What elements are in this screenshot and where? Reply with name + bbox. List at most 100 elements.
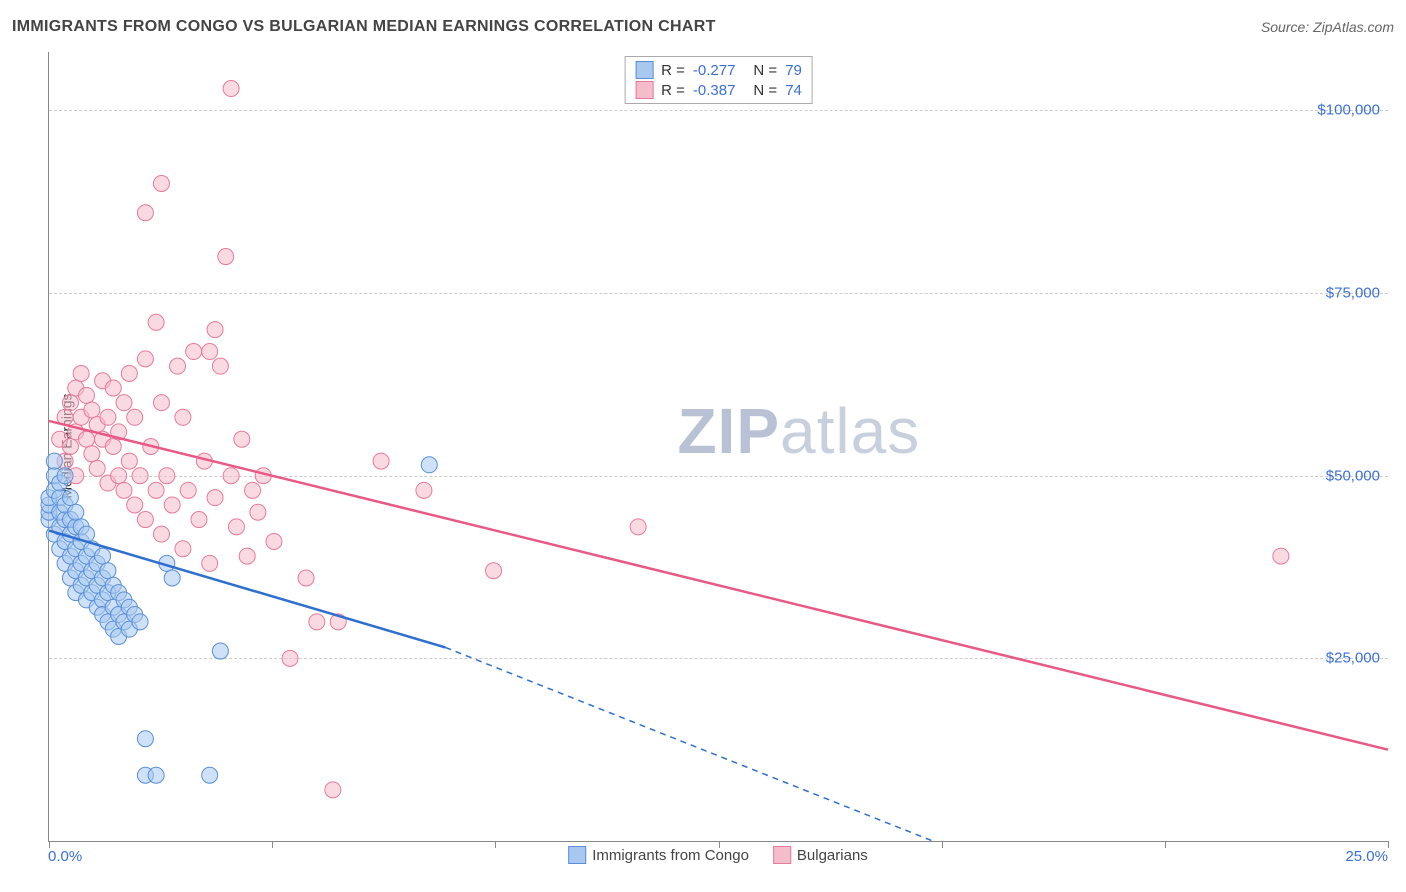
scatter-point: [153, 526, 169, 542]
r-label: R =: [661, 62, 685, 79]
scatter-point: [100, 409, 116, 425]
scatter-point: [84, 446, 100, 462]
scatter-point: [111, 468, 127, 484]
swatch-bulgarians-icon: [773, 846, 791, 864]
scatter-point: [137, 512, 153, 528]
scatter-point: [137, 351, 153, 367]
scatter-point: [132, 614, 148, 630]
scatter-point: [164, 570, 180, 586]
scatter-point: [46, 453, 62, 469]
legend-item-congo: Immigrants from Congo: [568, 846, 749, 864]
scatter-point: [89, 460, 105, 476]
scatter-point: [148, 314, 164, 330]
scatter-point: [207, 490, 223, 506]
trendline-congo-extrapolated: [445, 647, 932, 841]
x-tick: [1388, 841, 1389, 848]
scatter-point: [62, 490, 78, 506]
scatter-point: [164, 497, 180, 513]
x-axis-min-label: 0.0%: [48, 848, 82, 865]
scatter-point: [137, 731, 153, 747]
scatter-point: [223, 81, 239, 97]
r-value-bulgarians: -0.387: [693, 82, 736, 99]
scatter-point: [212, 358, 228, 374]
scatter-point: [175, 541, 191, 557]
scatter-point: [121, 453, 137, 469]
scatter-point: [121, 365, 137, 381]
scatter-point: [57, 468, 73, 484]
scatter-point: [100, 563, 116, 579]
x-tick: [942, 841, 943, 848]
x-axis-max-label: 25.0%: [1345, 848, 1388, 865]
scatter-point: [212, 643, 228, 659]
swatch-bulgarians-icon: [635, 81, 653, 99]
n-value-congo: 79: [785, 62, 802, 79]
scatter-point: [132, 468, 148, 484]
swatch-congo-icon: [568, 846, 586, 864]
scatter-point: [73, 365, 89, 381]
x-tick: [1165, 841, 1166, 848]
scatter-point: [298, 570, 314, 586]
scatter-point: [105, 380, 121, 396]
chart-title: IMMIGRANTS FROM CONGO VS BULGARIAN MEDIA…: [12, 18, 716, 36]
plot-area: R = -0.277 N = 79 R = -0.387 N = 74 ZIPa…: [48, 52, 1388, 842]
legend-row-bulgarians: R = -0.387 N = 74: [635, 80, 802, 100]
scatter-point: [228, 519, 244, 535]
scatter-point: [421, 457, 437, 473]
scatter-point: [153, 176, 169, 192]
scatter-point: [137, 205, 153, 221]
n-value-bulgarians: 74: [785, 82, 802, 99]
scatter-point: [159, 468, 175, 484]
x-tick: [495, 841, 496, 848]
scatter-point: [266, 533, 282, 549]
legend-label-congo: Immigrants from Congo: [592, 847, 749, 864]
correlation-legend: R = -0.277 N = 79 R = -0.387 N = 74: [624, 56, 813, 104]
trendline-bulgarians: [49, 421, 1388, 750]
scatter-point: [175, 409, 191, 425]
scatter-point: [282, 650, 298, 666]
r-label: R =: [661, 82, 685, 99]
scatter-point: [78, 387, 94, 403]
n-label: N =: [753, 62, 777, 79]
scatter-point: [84, 402, 100, 418]
scatter-plot-svg: [49, 52, 1388, 841]
legend-row-congo: R = -0.277 N = 79: [635, 60, 802, 80]
scatter-point: [239, 548, 255, 564]
scatter-point: [373, 453, 389, 469]
scatter-point: [186, 344, 202, 360]
x-tick: [272, 841, 273, 848]
source-attribution: Source: ZipAtlas.com: [1261, 19, 1394, 35]
scatter-point: [62, 395, 78, 411]
scatter-point: [116, 395, 132, 411]
scatter-point: [105, 439, 121, 455]
swatch-congo-icon: [635, 61, 653, 79]
scatter-point: [116, 482, 132, 498]
legend-label-bulgarians: Bulgarians: [797, 847, 868, 864]
r-value-congo: -0.277: [693, 62, 736, 79]
n-label: N =: [753, 82, 777, 99]
x-tick: [49, 841, 50, 848]
scatter-point: [127, 497, 143, 513]
scatter-point: [78, 431, 94, 447]
scatter-point: [62, 439, 78, 455]
scatter-point: [416, 482, 432, 498]
scatter-point: [486, 563, 502, 579]
scatter-point: [180, 482, 196, 498]
scatter-point: [95, 548, 111, 564]
scatter-point: [202, 555, 218, 571]
scatter-point: [250, 504, 266, 520]
scatter-point: [148, 482, 164, 498]
scatter-point: [202, 767, 218, 783]
legend-item-bulgarians: Bulgarians: [773, 846, 868, 864]
scatter-point: [191, 512, 207, 528]
scatter-point: [148, 767, 164, 783]
scatter-point: [153, 395, 169, 411]
scatter-point: [127, 409, 143, 425]
scatter-point: [218, 249, 234, 265]
scatter-point: [1273, 548, 1289, 564]
series-legend: Immigrants from Congo Bulgarians: [568, 846, 868, 864]
scatter-point: [207, 322, 223, 338]
scatter-point: [325, 782, 341, 798]
scatter-point: [245, 482, 261, 498]
scatter-point: [223, 468, 239, 484]
scatter-point: [630, 519, 646, 535]
